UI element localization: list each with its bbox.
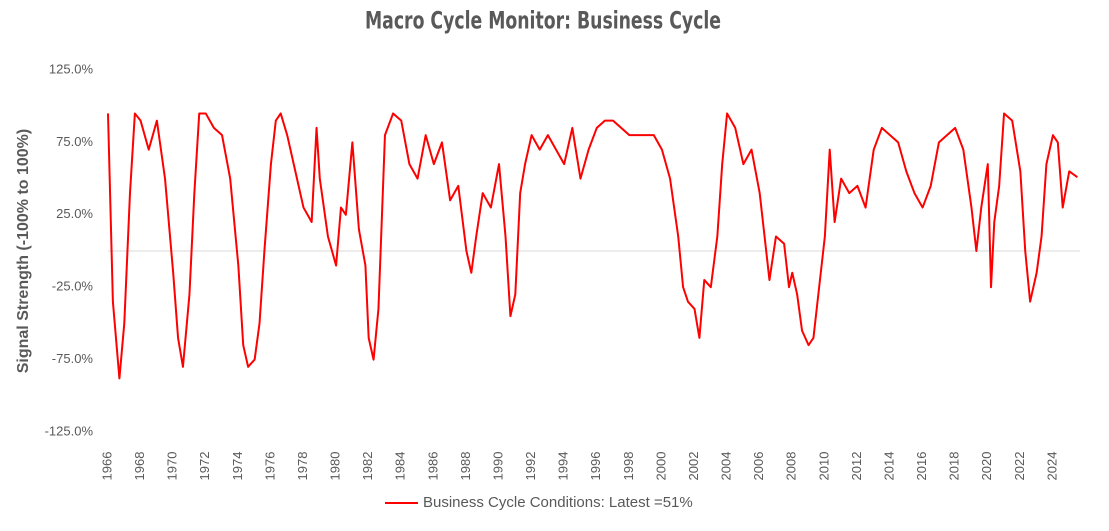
y-tick-label: -25.0% <box>52 279 94 294</box>
x-tick-label: 1982 <box>360 452 375 481</box>
x-tick-label: 1998 <box>621 452 636 481</box>
x-tick-label: 2024 <box>1044 452 1059 481</box>
y-tick-label: 25.0% <box>56 206 93 221</box>
x-tick-label: 1996 <box>588 452 603 481</box>
y-tick-label: 75.0% <box>56 134 93 149</box>
x-tick-label: 1986 <box>425 452 440 481</box>
y-tick-label: -75.0% <box>52 351 94 366</box>
x-tick-label: 1966 <box>99 452 114 481</box>
chart-title: Macro Cycle Monitor: Business Cycle <box>365 8 721 36</box>
data-line <box>107 112 1078 380</box>
y-tick-label: 125.0% <box>49 61 94 76</box>
x-tick-label: 2000 <box>653 452 668 481</box>
x-tick-label: 2004 <box>719 452 734 481</box>
x-tick-label: 1992 <box>523 452 538 481</box>
x-tick-label: 1972 <box>197 452 212 481</box>
x-tick-label: 2002 <box>686 452 701 481</box>
x-tick-label: 2012 <box>849 452 864 481</box>
x-tick-label: 2018 <box>947 452 962 481</box>
x-tick-label: 1978 <box>295 452 310 481</box>
x-tick-label: 1990 <box>490 452 505 481</box>
x-tick-label: 1974 <box>230 452 245 481</box>
x-tick-label: 2006 <box>751 452 766 481</box>
x-tick-label: 2014 <box>881 452 896 481</box>
x-tick-label: 2010 <box>816 452 831 481</box>
y-axis-label: Signal Strength (-100% to 100%) <box>15 129 32 374</box>
y-tick-label: -125.0% <box>45 423 94 438</box>
x-tick-label: 1988 <box>458 452 473 481</box>
x-tick-label: 2008 <box>784 452 799 481</box>
x-tick-label: 2016 <box>914 452 929 481</box>
x-tick-label: 1994 <box>556 452 571 481</box>
x-tick-label: 1980 <box>328 452 343 481</box>
x-tick-label: 2022 <box>1012 452 1027 481</box>
x-tick-label: 1970 <box>165 452 180 481</box>
x-tick-label: 1968 <box>132 452 147 481</box>
legend-label: Business Cycle Conditions: Latest =51% <box>423 494 693 511</box>
x-tick-label: 2020 <box>979 452 994 481</box>
x-tick-label: 1984 <box>393 452 408 481</box>
x-tick-label: 1976 <box>262 452 277 481</box>
